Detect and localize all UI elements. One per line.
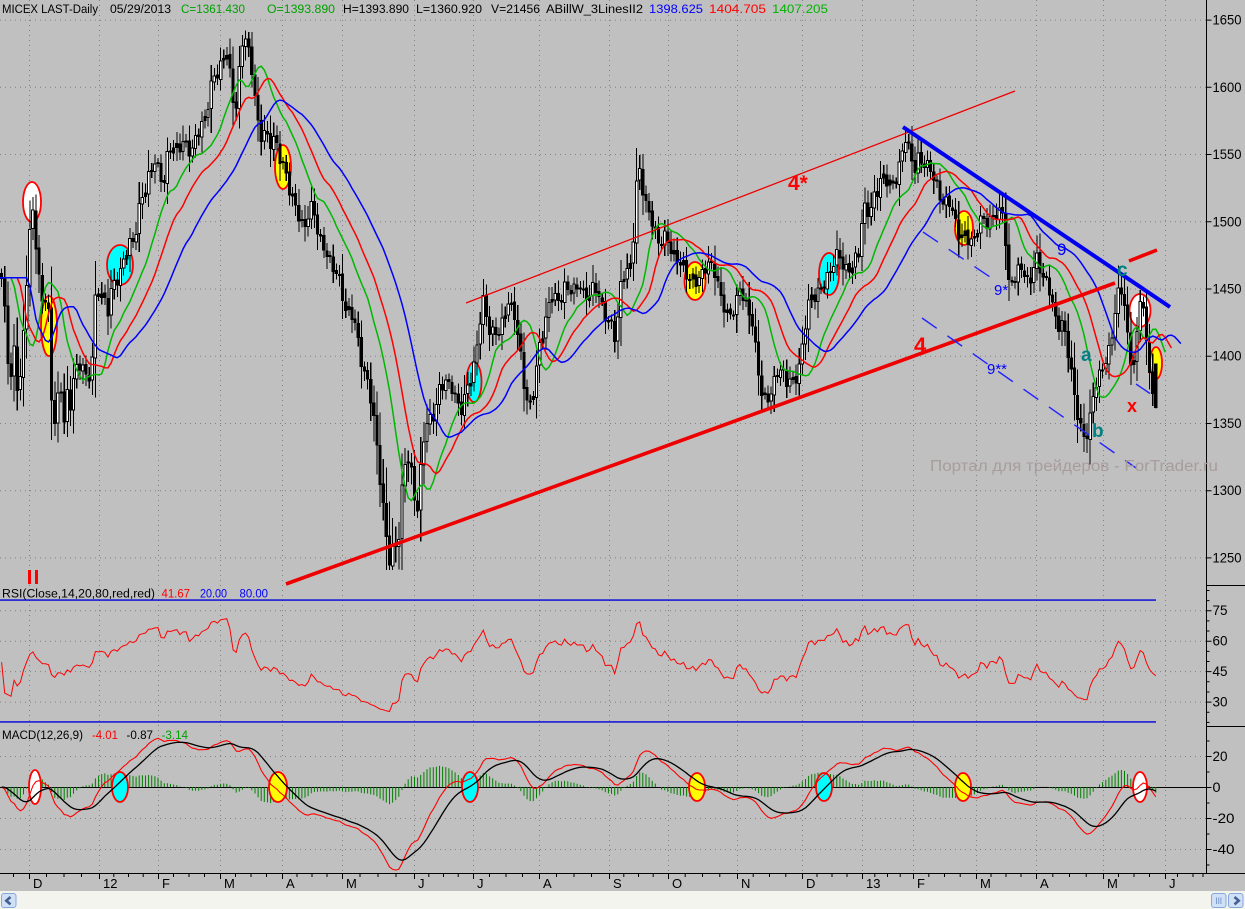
svg-text:1350: 1350 — [1213, 415, 1242, 431]
svg-text:b: b — [1092, 421, 1104, 442]
svg-text:A: A — [286, 876, 295, 891]
svg-text:9**: 9** — [987, 361, 1007, 378]
svg-text:S: S — [613, 876, 622, 891]
svg-text:F: F — [162, 876, 170, 891]
svg-text:1400: 1400 — [1213, 348, 1242, 364]
svg-text:H=1393.890: H=1393.890 — [343, 2, 409, 16]
svg-text:J: J — [477, 876, 484, 891]
svg-text:-4.01: -4.01 — [92, 728, 118, 742]
svg-text:75: 75 — [1213, 602, 1228, 618]
svg-text:M: M — [346, 876, 357, 891]
svg-text:1300: 1300 — [1213, 482, 1242, 498]
svg-text:RSI(Close,14,20,80,red,red): RSI(Close,14,20,80,red,red) — [2, 587, 155, 601]
svg-text:1450: 1450 — [1213, 281, 1242, 297]
svg-text:1550: 1550 — [1213, 146, 1242, 162]
svg-text:0: 0 — [1213, 779, 1221, 795]
svg-text:-20: -20 — [1213, 810, 1235, 826]
svg-text:A: A — [1040, 876, 1049, 891]
svg-text:Портал для трейдеров - ForTrad: Портал для трейдеров - ForTrader.ru — [930, 458, 1218, 475]
svg-text:41.67: 41.67 — [162, 587, 191, 601]
svg-text:45: 45 — [1213, 663, 1228, 679]
svg-text:30: 30 — [1213, 694, 1228, 710]
svg-text:1250: 1250 — [1213, 549, 1242, 565]
svg-text:M: M — [1107, 876, 1118, 891]
svg-text:-3.14: -3.14 — [162, 728, 189, 742]
svg-text:F: F — [917, 876, 925, 891]
svg-text:9*: 9* — [994, 282, 1008, 299]
svg-text:A: A — [543, 876, 552, 891]
svg-text:a: a — [1081, 345, 1092, 366]
svg-text:80.00: 80.00 — [240, 587, 269, 601]
svg-text:13: 13 — [866, 876, 880, 891]
svg-text:MICEX LAST-Daily: MICEX LAST-Daily — [2, 2, 99, 16]
svg-text:05/29/2013: 05/29/2013 — [110, 2, 171, 16]
svg-text:D: D — [33, 876, 42, 891]
svg-text:J: J — [1169, 876, 1176, 891]
svg-text:1600: 1600 — [1213, 79, 1242, 95]
svg-text:1407.205: 1407.205 — [772, 2, 828, 16]
svg-text:M: M — [224, 876, 235, 891]
svg-text:-0.87: -0.87 — [127, 728, 154, 742]
svg-text:C=1361.430: C=1361.430 — [181, 2, 245, 16]
svg-text:12: 12 — [103, 876, 117, 891]
svg-text:4: 4 — [914, 333, 927, 358]
svg-text:L=1360.920: L=1360.920 — [416, 2, 482, 16]
svg-text:V=21456: V=21456 — [491, 2, 540, 16]
svg-text:1404.705: 1404.705 — [709, 2, 766, 16]
svg-text:1650: 1650 — [1213, 12, 1242, 28]
svg-text:J: J — [418, 876, 425, 891]
svg-text:x: x — [1127, 396, 1137, 416]
svg-text:60: 60 — [1213, 633, 1228, 649]
svg-text:20.00: 20.00 — [200, 587, 227, 601]
svg-text:ABillW_3LinesII2: ABillW_3LinesII2 — [546, 2, 643, 16]
svg-text:D: D — [806, 876, 815, 891]
svg-text:1398.625: 1398.625 — [649, 2, 703, 16]
svg-text:MACD(12,26,9): MACD(12,26,9) — [2, 728, 83, 742]
svg-text:9: 9 — [1057, 240, 1066, 259]
svg-text:1500: 1500 — [1213, 213, 1242, 229]
svg-text:20: 20 — [1213, 748, 1228, 764]
svg-text:M: M — [980, 876, 991, 891]
svg-text:O=1393.890: O=1393.890 — [267, 2, 335, 16]
svg-text:c: c — [1117, 260, 1128, 281]
svg-text:N: N — [741, 876, 750, 891]
svg-text:-40: -40 — [1213, 841, 1235, 857]
svg-text:4*: 4* — [788, 172, 809, 195]
svg-text:O: O — [672, 876, 682, 891]
